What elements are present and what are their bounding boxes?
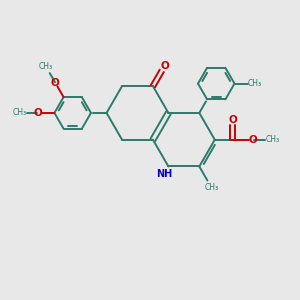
Text: O: O (249, 135, 257, 145)
Text: NH: NH (156, 169, 172, 178)
Text: CH₃: CH₃ (266, 135, 280, 144)
Text: CH₃: CH₃ (12, 108, 26, 117)
Text: CH₃: CH₃ (247, 79, 261, 88)
Text: O: O (34, 108, 42, 118)
Text: CH₃: CH₃ (39, 62, 53, 71)
Text: O: O (160, 61, 169, 71)
Text: CH₃: CH₃ (205, 183, 219, 192)
Text: O: O (228, 115, 237, 125)
Text: O: O (51, 78, 60, 88)
